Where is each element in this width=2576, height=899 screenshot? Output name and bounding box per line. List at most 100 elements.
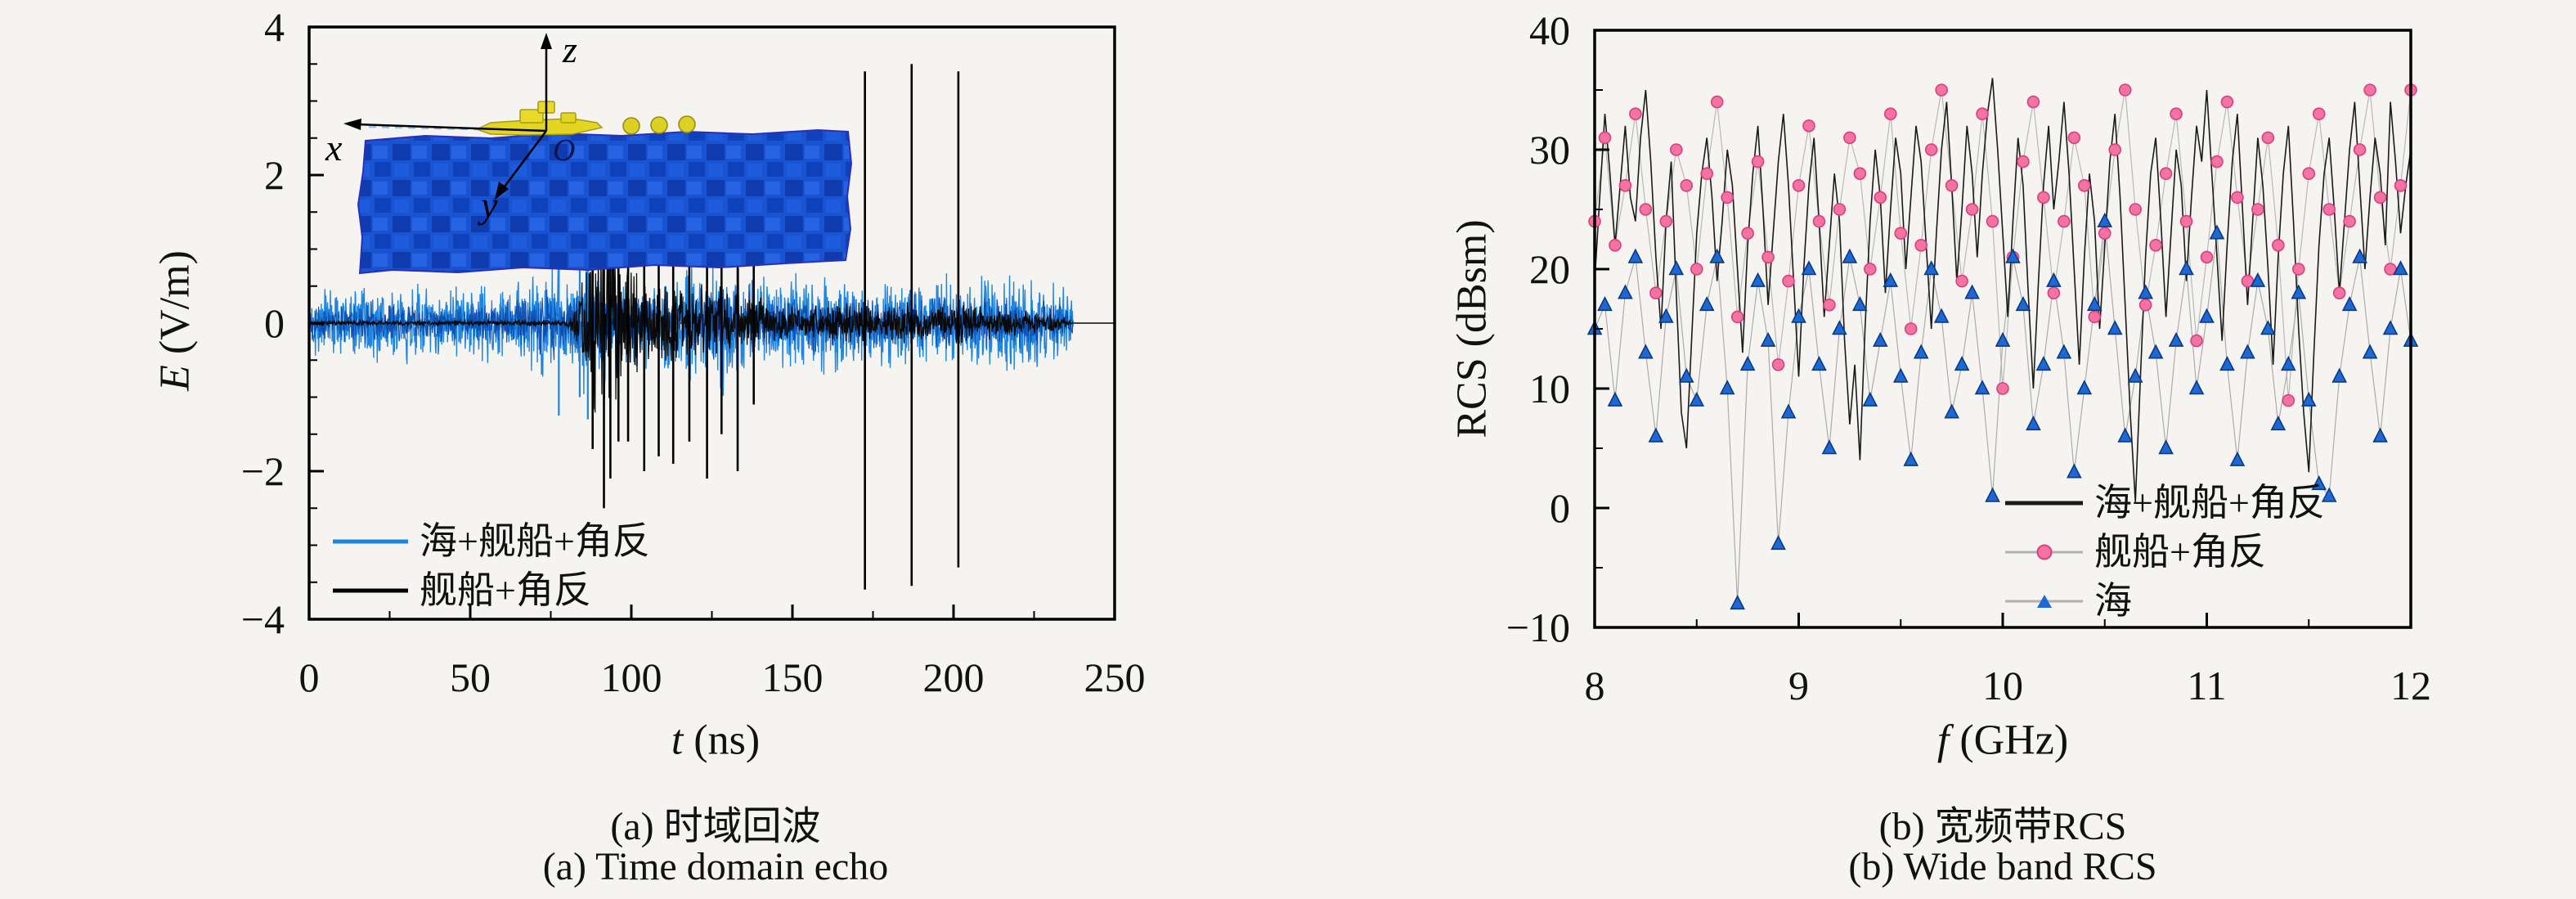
blue-triangle-marker [1780,403,1797,419]
legend-item: 海 [2005,577,2325,626]
legend-item: 舰船+角反 [2005,528,2325,577]
pink-circle-marker [1894,227,1908,240]
pink-circle-marker [1721,191,1734,205]
rcs-plot: 8 9 10 11 12 40 30 20 10 0 −10 [1506,7,2431,708]
pink-circle-marker [2179,214,2193,228]
pink-circle-marker [2332,286,2346,300]
x-tick-label: 100 [601,654,662,700]
blue-triangle-marker [2321,487,2337,502]
blue-triangle-marker [2015,296,2031,312]
pink-circle-marker [2129,203,2142,216]
blue-triangle-marker [1954,356,1970,371]
blue-triangle-marker [1770,535,1786,551]
y-tick-label: 4 [264,4,285,50]
pink-circle-marker [1598,131,1612,145]
y-tick-label: 10 [1529,366,1570,411]
y-tick-label: 30 [1529,127,1570,173]
pink-circle-marker [1690,263,1703,276]
blue-triangle-marker [1607,391,1623,407]
pink-circle-marker [1864,263,1877,276]
blue-triangle-marker [1648,427,1664,443]
pink-circle-marker [1924,143,1938,156]
inset-x-label: x [325,127,343,169]
pink-circle-marker [1730,310,1744,324]
blue-triangle-marker [1842,248,1858,263]
pink-circle-marker [1659,214,1673,228]
corner-reflectors [622,115,696,135]
blue-triangle-marker [2035,356,2052,371]
y-tick-label: −2 [241,448,285,494]
blue-triangle-marker [1638,344,1654,359]
plot-b-xlabel: f (GHz) [1937,717,2068,765]
pink-circle-marker [2067,131,2081,145]
blue-triangle-marker [1852,296,1868,312]
pink-circle-marker [2098,227,2112,240]
plot-b-legend: 海+舰船+角反 舰船+角反海 [2005,479,2325,626]
blue-triangle-marker [1933,308,1950,323]
blue-triangle-marker [2067,463,2082,479]
plot-a-ylabel-var: E [151,365,199,391]
legend-item: 海+舰船+角反 [2005,479,2325,528]
pink-circle-marker [1802,119,1815,133]
blue-triangle-marker [2270,416,2287,431]
blue-triangle-marker [1739,356,1756,371]
pink-circle-marker [2037,191,2050,205]
plot-b-ylabel: RCS (dBsm) [1448,219,1497,438]
plot-b-xlabel-rest: (GHz) [1949,717,2069,764]
pink-circle-marker [1843,131,1856,145]
y-tick-label: 0 [1550,485,1570,531]
blue-triangle-marker [2352,248,2367,263]
blue-triangle-marker [2291,284,2307,299]
pink-circle-marker [1945,179,1959,192]
pink-circle-marker [2220,95,2234,109]
x-tick-label: 50 [450,654,491,700]
pink-circle-marker [2322,203,2336,216]
blue-triangle-marker [1862,391,1878,407]
y-tick-label: 20 [1529,246,1570,292]
legend-label: 海+舰船+角反 [2094,482,2325,524]
pink-circle-marker [2312,107,2326,120]
pink-circle-marker [2170,107,2183,120]
blue-triangle-marker [2209,224,2225,240]
blue-triangle-marker [2107,320,2123,335]
pink-circle-marker [1782,274,1795,288]
plot-frame [307,25,1116,621]
blue-triangle-marker [1668,260,1685,276]
blue-triangle-marker [2382,320,2399,335]
blue-triangle-marker [2158,439,2174,455]
blue-triangle-marker [2341,296,2358,312]
pink-circle-marker [2017,155,2030,169]
pink-circle-marker [2149,238,2162,252]
blue-triangle-marker [2026,416,2041,431]
pink-circle-marker [1874,191,1887,205]
y-tick-label: −4 [241,596,285,642]
inset-origin-label: O [553,133,575,168]
plot-a-ylabel: E (V/m) [151,250,200,391]
plot-a-xlabel: t (ns) [671,717,760,765]
pink-circle-marker [2118,83,2132,97]
plot-a-caption-en: (a) Time domain echo [542,845,889,888]
pink-circle-marker [2272,238,2285,252]
blue-triangle-marker [1892,367,1909,383]
x-tick-label: 150 [762,654,824,700]
y-tick-label: −10 [1506,605,1570,650]
pink-circle-marker [2078,179,2091,192]
y-tick-label: 2 [264,152,285,198]
blue-triangle-marker [1974,380,1990,395]
blue-triangle-marker [1678,367,1694,383]
pink-circle-marker [1649,286,1663,300]
sea-ship-model-inset: z x y O [325,29,853,275]
plot-b-ylabel-rest: RCS (dBsm) [1448,219,1496,438]
pink-circle-marker [2343,214,2356,228]
blue-triangle-marker [2046,272,2062,287]
pink-circle-marker [1639,203,1653,216]
pink-circle-marker [2363,83,2376,97]
plot-a-legend: 海+舰船+角反 舰船+角反 [333,517,650,615]
blue-triangle-marker [1760,331,1776,347]
blue-triangle-marker [2056,344,2072,359]
plot-a-xlabel-var: t [671,717,684,764]
blue-triangle-marker [1801,260,1817,276]
x-tick-label: 9 [1788,663,1809,708]
pink-circle-marker [1609,238,1622,252]
blue-triangle-marker [1597,296,1613,312]
